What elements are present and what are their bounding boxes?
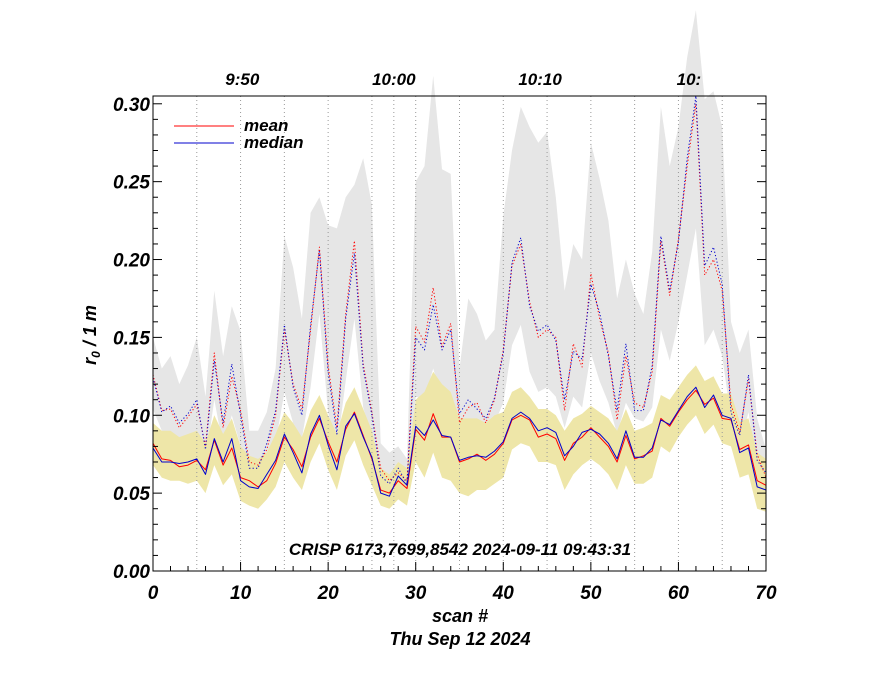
data-series bbox=[153, 96, 766, 497]
legend-label-mean: mean bbox=[244, 116, 288, 135]
band-lower bbox=[153, 365, 766, 512]
range-bands bbox=[153, 10, 766, 512]
time-tick-label: 10:10 bbox=[518, 70, 562, 89]
chart-annotation: CRISP 6173,7699,8542 2024-09-11 09:43:31 bbox=[289, 540, 631, 559]
x-tick-label: 40 bbox=[492, 583, 515, 604]
axis-tick-labels: 0 10 20 30 40 50 60 70 0.00 0.05 0.10 0.15 0.20 0.25 0… bbox=[113, 70, 777, 604]
y-axis-label: r0 / 1 m bbox=[80, 305, 103, 365]
date-label: Thu Sep 12 2024 bbox=[389, 629, 530, 649]
time-tick-label: 10: bbox=[677, 70, 702, 89]
y-axis-label-rest: / 1 m bbox=[80, 305, 100, 351]
series-line-median-lower bbox=[153, 386, 766, 497]
y-axis-label-subscript: 0 bbox=[89, 351, 103, 358]
y-tick-label: 0.30 bbox=[113, 95, 150, 116]
plot-frame bbox=[152, 95, 767, 572]
x-tick-label: 0 bbox=[148, 583, 159, 604]
x-tick-label: 10 bbox=[230, 583, 252, 604]
y-tick-label: 0.10 bbox=[113, 406, 150, 427]
series-line-mean-upper bbox=[153, 103, 766, 482]
y-tick-label: 0.25 bbox=[113, 173, 150, 194]
x-tick-label: 50 bbox=[580, 583, 602, 604]
x-tick-label: 20 bbox=[317, 583, 340, 604]
axis-ticks bbox=[152, 103, 767, 572]
time-tick-label: 10:00 bbox=[372, 70, 416, 89]
y-tick-label: 0.05 bbox=[113, 484, 150, 505]
band-upper bbox=[153, 10, 766, 487]
x-tick-label: 60 bbox=[668, 583, 690, 604]
time-tick-label: 9:50 bbox=[225, 70, 260, 89]
y-tick-label: 0.20 bbox=[113, 251, 150, 272]
y-axis-label-main: r bbox=[80, 357, 100, 365]
x-tick-label: 30 bbox=[405, 583, 427, 604]
legend-label-median: median bbox=[244, 133, 304, 152]
y-tick-label: 0.00 bbox=[113, 562, 150, 583]
x-axis-label: scan # bbox=[432, 606, 488, 626]
y-tick-label: 0.15 bbox=[113, 328, 150, 349]
legend: mean median bbox=[174, 116, 304, 152]
x-tick-label: 70 bbox=[755, 583, 777, 604]
